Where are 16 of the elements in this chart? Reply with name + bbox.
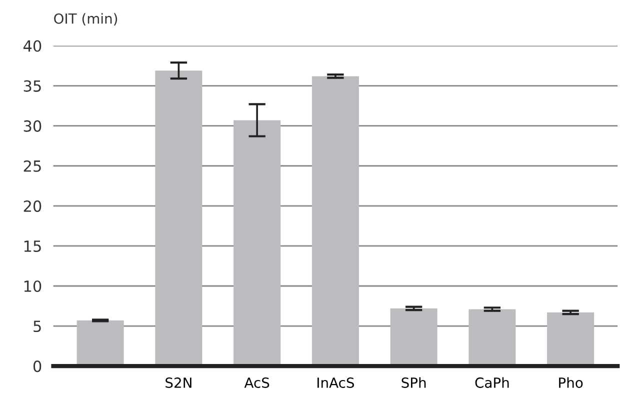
x-tick-label: Pho: [559, 377, 583, 388]
y-tick-label: 0: [33, 360, 42, 372]
x-tick-label: SPh: [402, 377, 426, 388]
x-tick-label: AcS: [244, 377, 270, 388]
y-tick-label: 35: [24, 80, 41, 92]
y-axis-title: OIT (min): [54, 13, 118, 26]
y-tick-label: 5: [34, 320, 41, 332]
x-tick-label: InAcS: [318, 377, 354, 388]
y-tick-label: 15: [24, 240, 41, 252]
y-tick-label: 30: [24, 120, 42, 132]
y-tick-label: 25: [24, 160, 41, 172]
x-tick-label: CaPh: [475, 377, 509, 388]
y-tick-label: 10: [24, 280, 42, 292]
x-tick-label: S2N: [166, 377, 192, 388]
y-tick-label: 20: [24, 200, 42, 212]
y-tick-label: 40: [23, 40, 42, 52]
